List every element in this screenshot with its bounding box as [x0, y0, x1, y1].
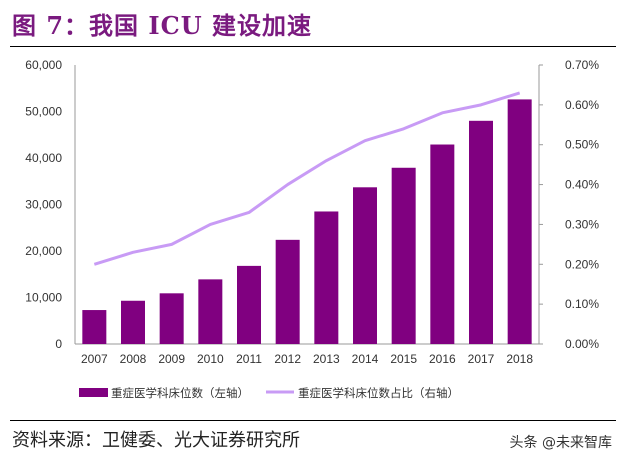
left-tick-label: 30,000 [25, 198, 62, 212]
source-note: 资料来源：卫健委、光大证券研究所 [12, 430, 300, 451]
bar-2015 [391, 167, 416, 344]
x-tick-label: 2012 [274, 352, 301, 366]
legend-swatch-bar [79, 388, 108, 397]
bar-2012 [275, 239, 300, 344]
x-tick-label: 2008 [120, 352, 147, 366]
right-tick-label: 0.00% [565, 337, 599, 351]
right-tick-label: 0.40% [565, 178, 599, 192]
watermark: 头条 @未来智库 [509, 435, 612, 451]
bar-2017 [469, 120, 493, 344]
left-tick-label: 40,000 [25, 151, 62, 165]
right-tick-label: 0.30% [565, 217, 599, 231]
bar-2010 [198, 279, 223, 344]
bar-2007 [82, 310, 107, 344]
bar-2014 [353, 187, 377, 344]
x-tick-label: 2018 [506, 352, 533, 366]
bar-2009 [159, 293, 184, 344]
legend-label-bar: 重症医学科床位数（左轴） [111, 386, 249, 400]
footer-divider [10, 420, 616, 421]
right-tick-label: 0.10% [565, 297, 599, 311]
x-tick-label: 2016 [429, 352, 456, 366]
x-tick-label: 2007 [81, 352, 108, 366]
right-tick-label: 0.50% [565, 138, 599, 152]
bar-2013 [314, 211, 339, 344]
x-tick-label: 2009 [158, 352, 185, 366]
bar-2016 [430, 144, 455, 344]
title-divider [10, 46, 616, 47]
x-tick-label: 2017 [468, 352, 495, 366]
legend-label-line: 重症医学科床位数占比（右轴） [298, 386, 459, 400]
share-line [93, 91, 521, 266]
right-tick-label: 0.20% [565, 257, 599, 271]
x-tick-label: 2010 [197, 352, 224, 366]
x-tick-label: 2015 [390, 352, 417, 366]
x-tick-label: 2014 [352, 352, 379, 366]
bar-2008 [121, 300, 145, 344]
left-tick-label: 10,000 [25, 291, 62, 305]
left-tick-label: 50,000 [25, 105, 62, 119]
bar-2018 [507, 99, 532, 344]
bar-2011 [237, 265, 261, 344]
left-tick-label: 60,000 [25, 58, 62, 72]
left-tick-label: 0 [55, 337, 62, 351]
left-tick-label: 20,000 [25, 244, 62, 258]
x-tick-label: 2013 [313, 352, 340, 366]
right-tick-label: 0.70% [565, 58, 599, 72]
x-tick-label: 2011 [236, 352, 262, 366]
figure-title: 图 7：我国 ICU 建设加速 [12, 11, 313, 40]
right-tick-label: 0.60% [565, 98, 599, 112]
